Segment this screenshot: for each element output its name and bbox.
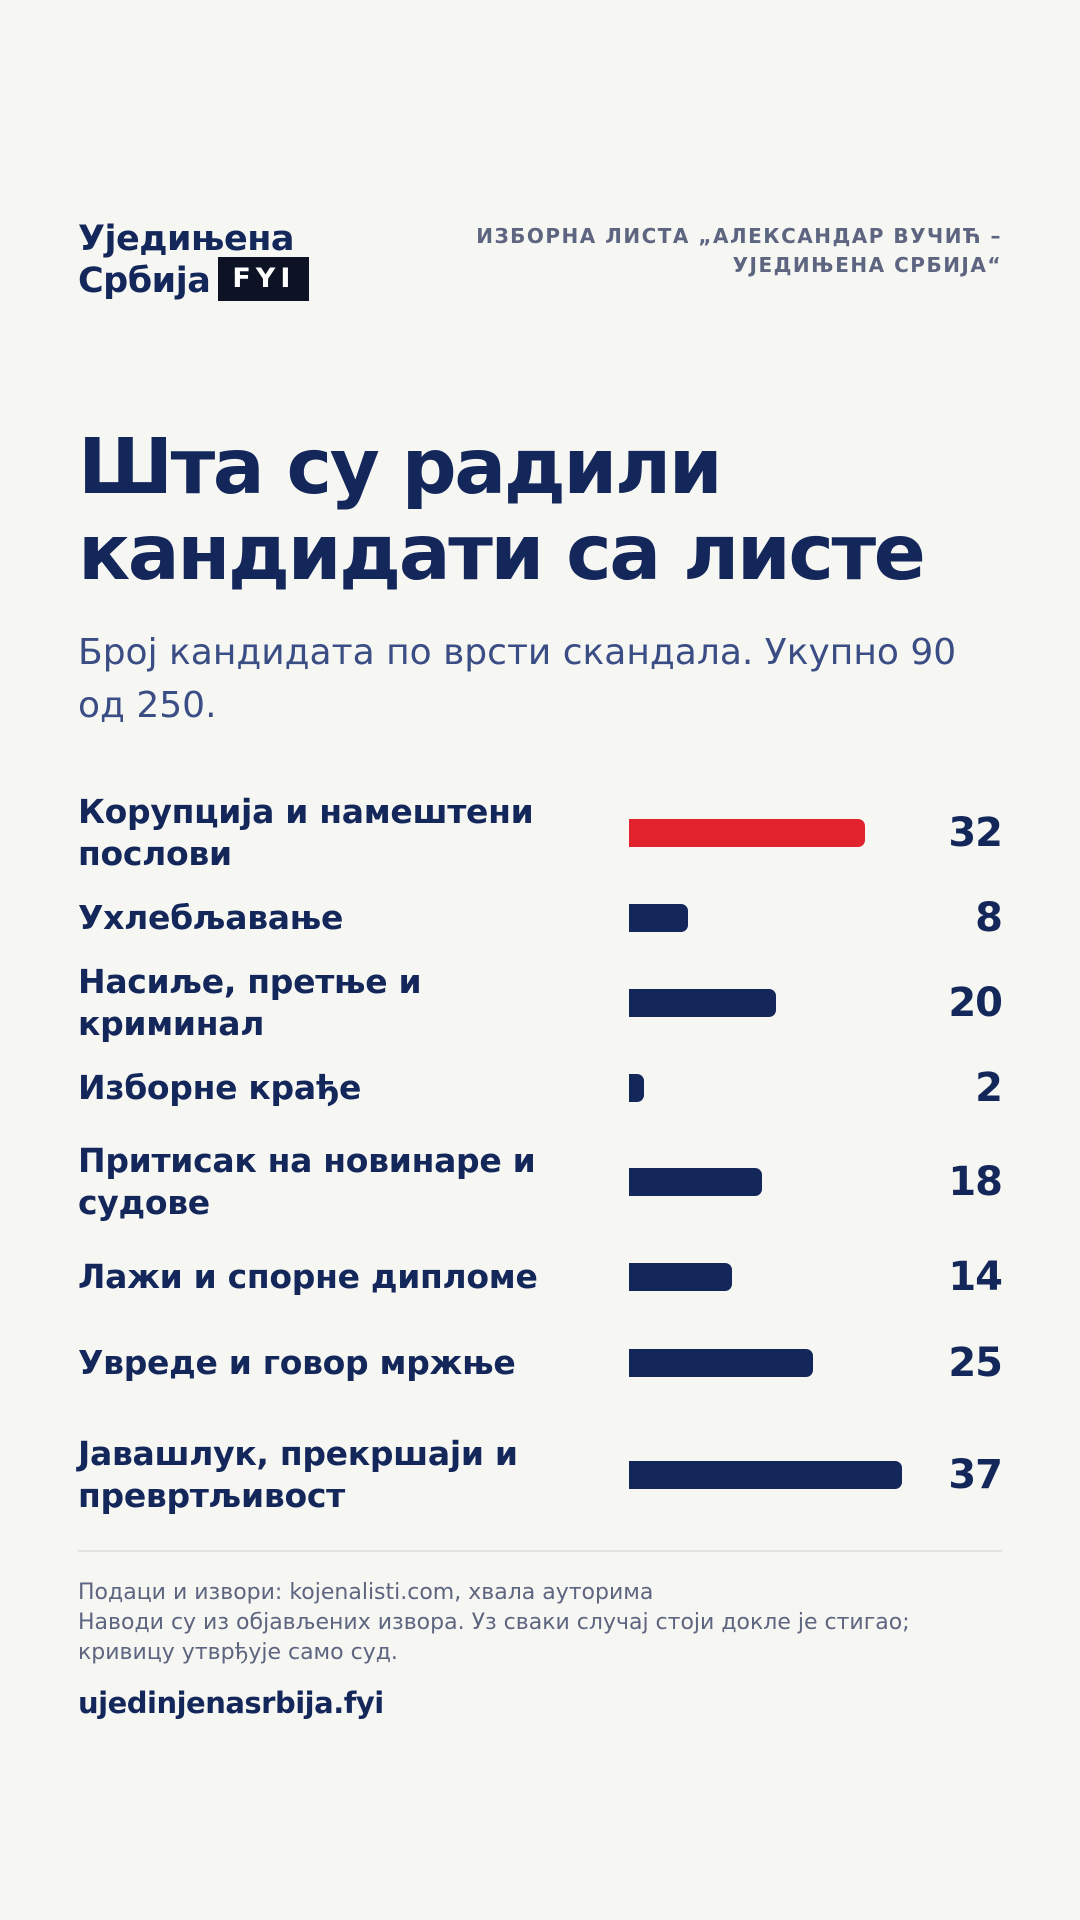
sources-text: Подаци и извори: kojenalisti.com, хвала … [78,1580,654,1605]
value-label: 18 [948,1159,1003,1205]
chart-row: Лажи и спорне дипломе 14 [78,1250,1003,1304]
value-label: 37 [948,1452,1003,1498]
category-label: Корупција и намештени послови [78,792,534,873]
page-title-line1: Шта су радили [78,423,723,512]
bar-track [629,989,919,1017]
value-label: 14 [948,1254,1003,1300]
brand-name-line1: Уједињена [78,219,295,259]
brand-name-line2: Србија [78,261,211,301]
page-title-line2: кандидати са листе [78,509,926,598]
footer-divider [78,1550,1002,1552]
value-label: 8 [975,895,1003,941]
electoral-list-name: ИЗБОРНА ЛИСТА „АЛЕКСАНДАР ВУЧИЋ – УЈЕДИЊ… [442,222,1002,280]
chart-row: Јавашлук, прекршаји и превртљивост 37 [78,1422,1003,1528]
value-label: 32 [948,810,1003,856]
chart-row: Увреде и говор мржње 25 [78,1320,1003,1406]
bar [629,989,777,1017]
bar-track [629,1263,919,1291]
disclaimer-text: Наводи су из објављених извора. Уз сваки… [78,1610,910,1665]
category-label: Изборне крађе [78,1068,362,1107]
category-label: Увреде и говор мржње [78,1343,516,1382]
bar-track [629,1168,919,1196]
page-title: Шта су радили кандидати са листе [78,425,1008,597]
category-label: Насиље, претње и криминал [78,962,422,1043]
brand-logo: Уједињена Србија FYI [78,218,310,304]
chart-row: Ухлебљавање 8 [78,892,1003,944]
chart-subtitle: Број кандидата по врсти скандала. Укупно… [78,632,957,726]
bar-chart: Корупција и намештени послови 32 Ухлебљава… [78,790,1003,1528]
bar [629,1168,762,1196]
bar [629,1263,733,1291]
bar-track [629,904,919,932]
category-label: Притисак на новинаре и судове [78,1141,536,1222]
chart-row: Корупција и намештени послови 32 [78,790,1003,876]
bar [629,819,865,847]
bar [629,1349,814,1377]
bar [629,1074,644,1102]
bar-track [629,1461,919,1489]
brand-name-line2-row: Србија FYI [78,257,310,304]
value-label: 20 [948,980,1003,1026]
chart-row: Притисак на новинаре и судове 18 [78,1130,1003,1234]
bar-track [629,1349,919,1377]
fyi-badge: FYI [218,257,310,301]
website-link[interactable]: ujedinjenasrbija.fyi [78,1686,384,1720]
chart-row: Изборне крађе 2 [78,1062,1003,1114]
category-label: Ухлебљавање [78,898,344,937]
bar [629,1461,902,1489]
value-label: 25 [948,1340,1003,1386]
category-label: Лажи и спорне дипломе [78,1257,538,1296]
electoral-list-line1: ИЗБОРНА ЛИСТА „АЛЕКСАНДАР ВУЧИЋ – [476,224,1002,248]
bar-track [629,819,919,847]
value-label: 2 [975,1065,1003,1111]
bar-track [629,1074,919,1102]
chart-row: Насиље, претње и криминал 20 [78,960,1003,1046]
category-label: Јавашлук, прекршаји и превртљивост [78,1434,518,1515]
bar [629,904,688,932]
electoral-list-line2: УЈЕДИЊЕНА СРБИЈА“ [732,253,1002,277]
